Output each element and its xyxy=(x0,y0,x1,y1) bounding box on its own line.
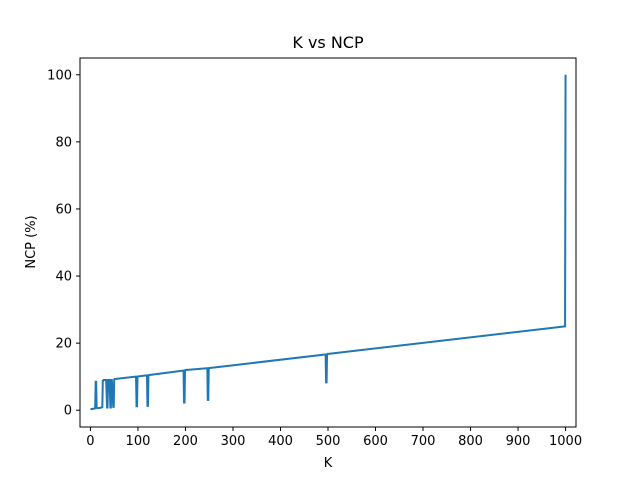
chart-title: K vs NCP xyxy=(292,33,364,52)
y-axis-ticks: 0 20 40 60 80 100 xyxy=(47,68,80,419)
y-tick-label: 60 xyxy=(55,202,72,217)
x-tick-label: 900 xyxy=(506,434,531,449)
x-axis-ticks: 0 100 200 300 400 500 600 700 800 900 1000 xyxy=(86,427,582,449)
y-tick-label: 100 xyxy=(47,68,72,83)
x-tick-label: 300 xyxy=(221,434,246,449)
x-tick-label: 400 xyxy=(268,434,293,449)
x-tick-label: 700 xyxy=(411,434,436,449)
y-tick-label: 0 xyxy=(64,404,72,419)
y-tick-label: 20 xyxy=(55,337,72,352)
x-tick-label: 800 xyxy=(458,434,483,449)
x-tick-label: 100 xyxy=(126,434,151,449)
x-tick-label: 0 xyxy=(86,434,94,449)
y-tick-label: 80 xyxy=(55,135,72,150)
x-tick-label: 500 xyxy=(316,434,341,449)
x-axis-label: K xyxy=(324,456,333,471)
x-tick-label: 600 xyxy=(363,434,388,449)
y-tick-label: 40 xyxy=(55,270,72,285)
x-tick-label: 1000 xyxy=(549,434,582,449)
plot-area xyxy=(90,74,567,411)
x-tick-label: 200 xyxy=(173,434,198,449)
series-line-ncp xyxy=(90,74,567,411)
y-axis-label: NCP (%) xyxy=(24,215,39,268)
plot-frame xyxy=(79,57,577,428)
